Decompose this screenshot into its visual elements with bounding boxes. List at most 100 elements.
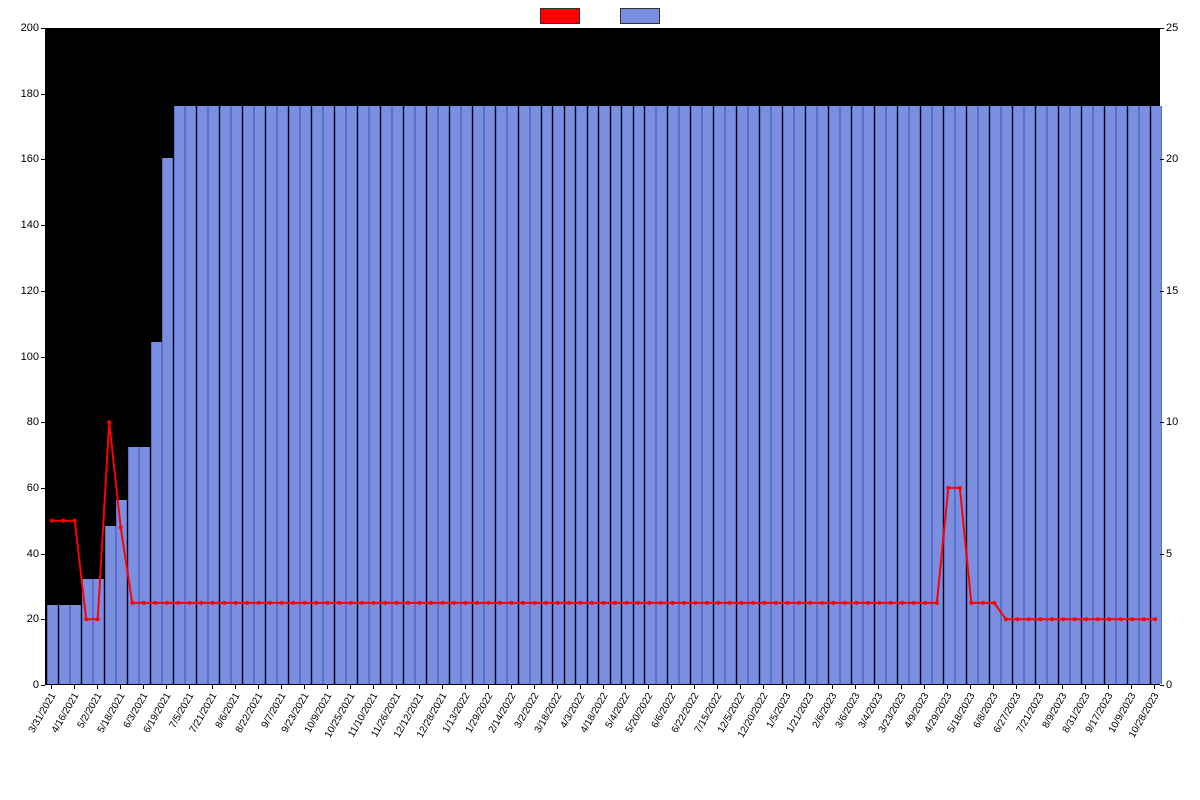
bar [955, 106, 966, 684]
bar [553, 106, 564, 684]
y-left-tick-label: 60 [0, 482, 39, 494]
bar [588, 106, 599, 684]
bar [473, 106, 484, 684]
bar [519, 106, 530, 684]
y-right-tick-label: 20 [1166, 153, 1178, 165]
bar [622, 106, 633, 684]
bar [702, 106, 713, 684]
bar [599, 106, 610, 684]
bar [852, 106, 863, 684]
bar [289, 106, 300, 684]
bar [266, 106, 277, 684]
y-left-tick-label: 200 [0, 22, 39, 34]
bar [243, 106, 254, 684]
bar [714, 106, 725, 684]
bar [656, 106, 667, 684]
bar [1139, 106, 1150, 684]
bar [496, 106, 507, 684]
bar [507, 106, 518, 684]
bar [231, 106, 242, 684]
bar [404, 106, 415, 684]
bar [1093, 106, 1104, 684]
bar [725, 106, 736, 684]
bar [1059, 106, 1070, 684]
bar [829, 106, 840, 684]
bar [932, 106, 943, 684]
bar [82, 579, 93, 684]
y-left-tick-label: 140 [0, 219, 39, 231]
bar [886, 106, 897, 684]
legend-swatch-bar [620, 8, 660, 24]
bar [691, 106, 702, 684]
bar [794, 106, 805, 684]
legend [0, 8, 1200, 24]
bar [748, 106, 759, 684]
y-left-tick-label: 160 [0, 153, 39, 165]
bar [783, 106, 794, 684]
bar [978, 106, 989, 684]
bar [611, 106, 622, 684]
bar [277, 106, 288, 684]
bar [346, 106, 357, 684]
bar [128, 447, 139, 684]
bar [645, 106, 656, 684]
bar [668, 106, 679, 684]
y-left-tick-label: 20 [0, 613, 39, 625]
bar [944, 106, 955, 684]
bar [116, 500, 127, 684]
bar [415, 106, 426, 684]
bar [863, 106, 874, 684]
bar [139, 447, 150, 684]
y-left-tick-label: 180 [0, 88, 39, 100]
bar [1116, 106, 1127, 684]
bar [450, 106, 461, 684]
bar [93, 579, 104, 684]
bar [47, 605, 58, 684]
bar [1128, 106, 1139, 684]
bar [1001, 106, 1012, 684]
bar [737, 106, 748, 684]
bar [1070, 106, 1081, 684]
bar [1105, 106, 1116, 684]
bar [771, 106, 782, 684]
bar [427, 106, 438, 684]
y-left-tick-label: 0 [0, 679, 39, 691]
bar [1013, 106, 1024, 684]
bar [967, 106, 978, 684]
bar [70, 605, 81, 684]
bar [1024, 106, 1035, 684]
bar [174, 106, 185, 684]
bar [162, 158, 173, 684]
bar [760, 106, 771, 684]
bar [679, 106, 690, 684]
bar [59, 605, 70, 684]
bar [185, 106, 196, 684]
bar [323, 106, 334, 684]
y-left-tick-label: 120 [0, 285, 39, 297]
y-right-tick-label: 15 [1166, 285, 1178, 297]
bar [990, 106, 1001, 684]
bar [817, 106, 828, 684]
bar [1151, 106, 1162, 684]
bar [438, 106, 449, 684]
bar [634, 106, 645, 684]
bar [208, 106, 219, 684]
bar [335, 106, 346, 684]
plot-area [45, 28, 1160, 685]
y-left-tick-label: 40 [0, 548, 39, 560]
bar [530, 106, 541, 684]
bar [542, 106, 553, 684]
y-right-tick-label: 25 [1166, 22, 1178, 34]
bar [1047, 106, 1058, 684]
bar [369, 106, 380, 684]
y-left-tick-label: 80 [0, 416, 39, 428]
bar [484, 106, 495, 684]
bar [105, 526, 116, 684]
bar [909, 106, 920, 684]
combo-chart: 02040608010012014016018020005101520253/3… [0, 0, 1200, 800]
bar [1082, 106, 1093, 684]
bar [875, 106, 886, 684]
bar [151, 342, 162, 684]
bar [254, 106, 265, 684]
bar [576, 106, 587, 684]
